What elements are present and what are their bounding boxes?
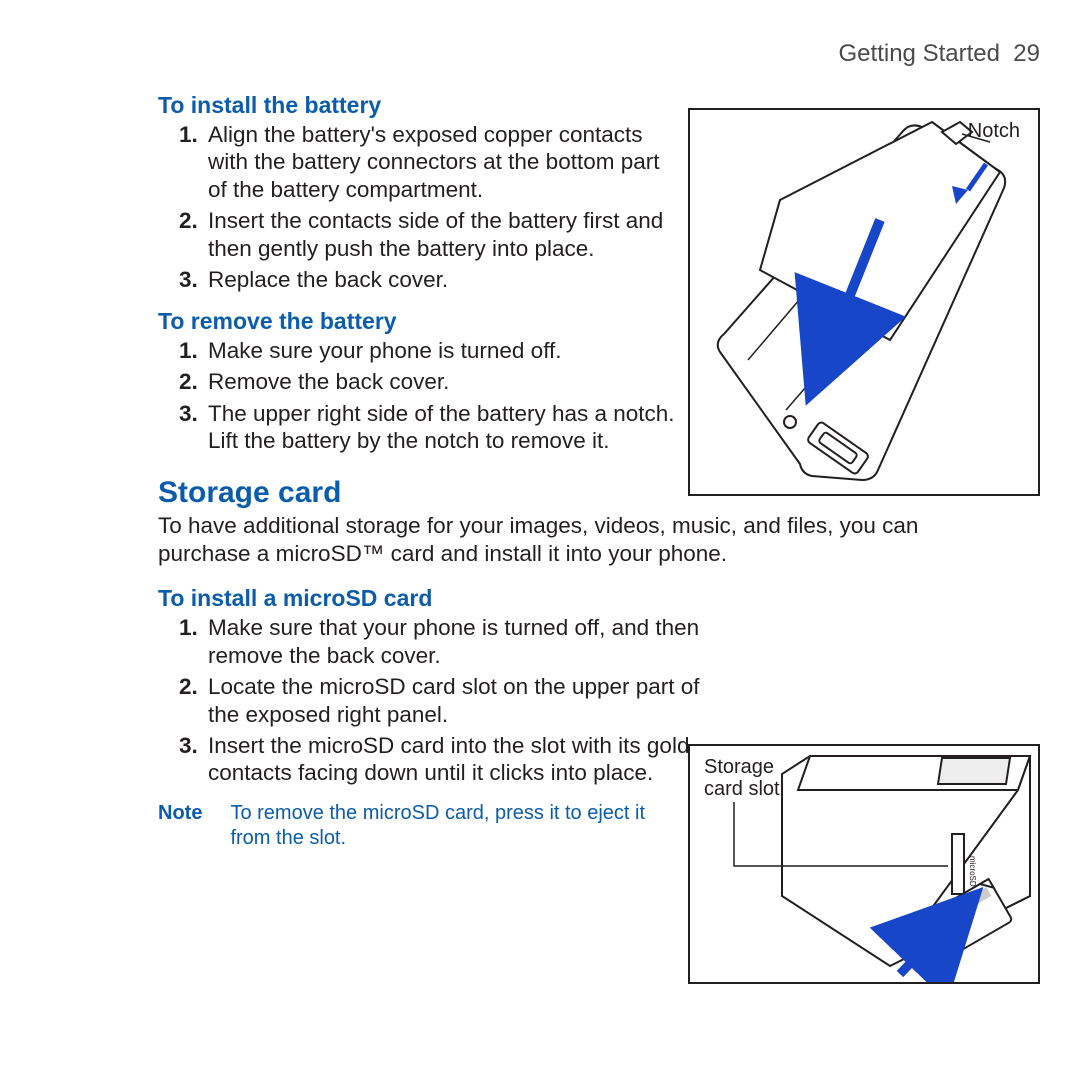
storage-card-intro: To have additional storage for your imag… <box>158 512 948 567</box>
list-item: Make sure that your phone is turned off,… <box>204 614 724 669</box>
remove-battery-block: To remove the battery Make sure your pho… <box>158 308 678 455</box>
note-label: Note <box>158 801 202 851</box>
battery-figure-svg <box>690 110 1038 494</box>
list-item: Replace the back cover. <box>204 266 678 293</box>
microsd-note: Note To remove the microSD card, press i… <box>158 801 658 851</box>
microsd-figure: Storage card slot <box>688 744 1040 984</box>
remove-battery-steps: Make sure your phone is turned off. Remo… <box>158 337 678 455</box>
svg-text:microSD: microSD <box>968 856 977 887</box>
header-section: Getting Started <box>839 40 1000 67</box>
install-microsd-heading: To install a microSD card <box>158 585 698 612</box>
list-item: Locate the microSD card slot on the uppe… <box>204 673 724 728</box>
list-item: Insert the contacts side of the battery … <box>204 207 678 262</box>
list-item: Align the battery's exposed copper conta… <box>204 121 678 203</box>
notch-label: Notch <box>968 120 1020 143</box>
slot-label-1: Storage <box>704 756 774 779</box>
install-microsd-steps: Make sure that your phone is turned off,… <box>158 614 724 787</box>
note-text: To remove the microSD card, press it to … <box>230 801 658 851</box>
battery-figure: Notch <box>688 108 1040 496</box>
running-header: Getting Started 29 <box>839 40 1040 68</box>
list-item: Make sure your phone is turned off. <box>204 337 678 364</box>
install-microsd-block: To install a microSD card Make sure that… <box>158 585 698 851</box>
install-battery-block: To install the battery Align the battery… <box>158 92 678 294</box>
list-item: Insert the microSD card into the slot wi… <box>204 732 724 787</box>
install-battery-steps: Align the battery's exposed copper conta… <box>158 121 678 294</box>
manual-page: Getting Started 29 To install the batter… <box>0 0 1080 1080</box>
remove-battery-heading: To remove the battery <box>158 308 678 335</box>
header-page-number: 29 <box>1013 40 1040 67</box>
install-battery-heading: To install the battery <box>158 92 678 119</box>
list-item: Remove the back cover. <box>204 368 678 395</box>
slot-label-2: card slot <box>704 778 780 801</box>
list-item: The upper right side of the battery has … <box>204 400 678 455</box>
